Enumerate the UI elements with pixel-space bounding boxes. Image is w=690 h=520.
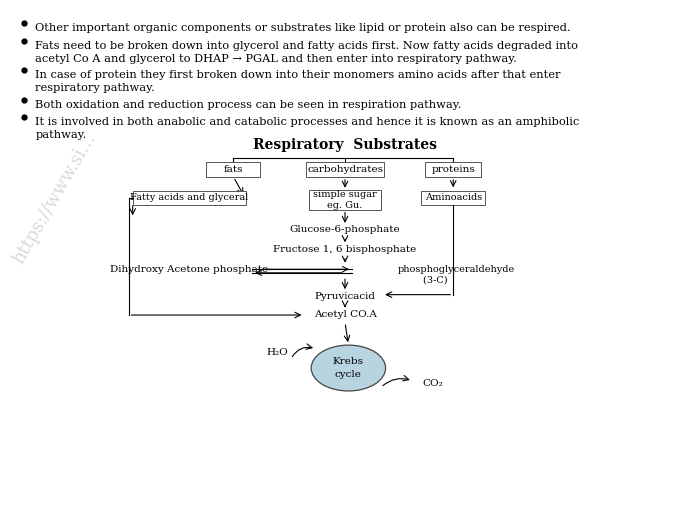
Text: CO₂: CO₂ — [423, 379, 444, 388]
Text: Krebs: Krebs — [333, 357, 364, 367]
Text: Other important organic components or substrates like lipid or protein also can : Other important organic components or su… — [35, 23, 571, 33]
Text: Glucose-6-phosphate: Glucose-6-phosphate — [290, 225, 400, 235]
FancyBboxPatch shape — [421, 191, 485, 205]
FancyBboxPatch shape — [306, 162, 384, 177]
Text: Dihydroxy Acetone phosphate: Dihydroxy Acetone phosphate — [110, 265, 268, 274]
Ellipse shape — [311, 345, 386, 391]
Text: phosphoglyceraldehyde
        (3-C): phosphoglyceraldehyde (3-C) — [397, 265, 515, 284]
Text: H₂O: H₂O — [266, 348, 288, 357]
FancyBboxPatch shape — [132, 191, 246, 205]
Text: cycle: cycle — [335, 370, 362, 379]
FancyBboxPatch shape — [425, 162, 481, 177]
Text: proteins: proteins — [431, 165, 475, 174]
FancyBboxPatch shape — [206, 162, 261, 177]
Text: Aminoacids: Aminoacids — [424, 193, 482, 202]
Text: pathway.: pathway. — [35, 129, 87, 139]
Text: acetyl Co A and glycerol to DHAP → PGAL and then enter into respiratory pathway.: acetyl Co A and glycerol to DHAP → PGAL … — [35, 54, 518, 63]
Text: Both oxidation and reduction process can be seen in respiration pathway.: Both oxidation and reduction process can… — [35, 100, 462, 110]
Text: Fructose 1, 6 bisphosphate: Fructose 1, 6 bisphosphate — [273, 245, 417, 254]
Text: Respiratory  Substrates: Respiratory Substrates — [253, 138, 437, 152]
Text: It is involved in both anabolic and catabolic processes and hence it is known as: It is involved in both anabolic and cata… — [35, 117, 580, 127]
FancyBboxPatch shape — [310, 190, 380, 210]
Text: respiratory pathway.: respiratory pathway. — [35, 83, 155, 93]
Text: Fatty acids and glyceral: Fatty acids and glyceral — [130, 193, 248, 202]
Text: simple sugar
eg. Gu.: simple sugar eg. Gu. — [313, 190, 377, 210]
Text: fats: fats — [224, 165, 243, 174]
Text: Fats need to be broken down into glycerol and fatty acids first. Now fatty acids: Fats need to be broken down into glycero… — [35, 41, 578, 51]
Text: https://www.si...: https://www.si... — [10, 131, 99, 267]
Text: Acetyl CO.A: Acetyl CO.A — [313, 310, 377, 319]
Text: In case of protein they first broken down into their monomers amino acids after : In case of protein they first broken dow… — [35, 70, 561, 81]
Text: Pyruvicacid: Pyruvicacid — [315, 292, 375, 301]
Text: carbohydrates: carbohydrates — [307, 165, 383, 174]
